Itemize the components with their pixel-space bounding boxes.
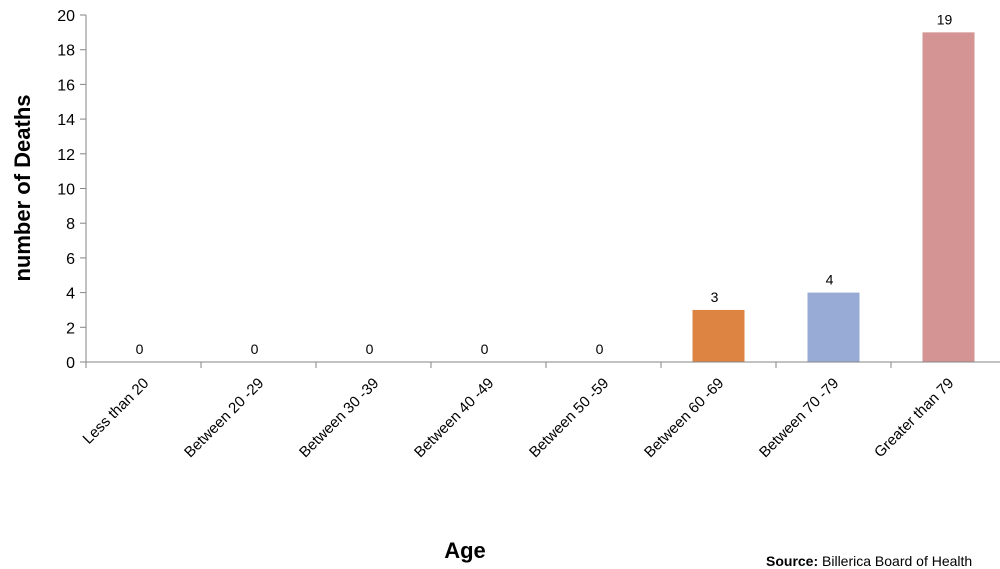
x-tick-label: Between 70 -79: [756, 375, 842, 461]
source-note: Source: Billerica Board of Health: [766, 553, 972, 569]
x-tick-label: Between 40 -49: [411, 375, 497, 461]
y-tick-label: 14: [57, 112, 75, 129]
y-axis-title: number of Deaths: [10, 94, 35, 281]
data-label: 0: [251, 341, 259, 357]
x-axis-ticks: Less than 20 Between 20 -29 Between 30 -39…: [80, 362, 957, 461]
bar: [807, 292, 860, 362]
y-tick-label: 12: [57, 147, 75, 164]
x-tick-label: Less than 20: [80, 375, 153, 448]
y-tick-label: 8: [66, 216, 75, 233]
y-axis-ticks: 0 2 4 6 8 10 12 14 16 18 20: [57, 8, 86, 372]
data-label: 0: [366, 341, 374, 357]
data-labels-group: 0 0 0 0 0 3 4 19: [136, 11, 953, 357]
source-label: Source:: [766, 553, 819, 569]
y-tick-label: 20: [57, 8, 75, 25]
data-label: 0: [596, 341, 604, 357]
source-text: Billerica Board of Health: [822, 553, 973, 569]
bar: [692, 309, 745, 362]
y-tick-label: 0: [66, 355, 75, 372]
y-tick-label: 16: [57, 77, 75, 94]
x-tick-label: Between 60 -69: [641, 375, 727, 461]
y-tick-label: 6: [66, 251, 75, 268]
bars-group: [692, 32, 975, 362]
bar: [922, 32, 975, 362]
x-tick-label: Between 30 -39: [296, 375, 382, 461]
y-tick-label: 2: [66, 320, 75, 337]
x-tick-label: Between 50 -59: [526, 375, 612, 461]
y-tick-label: 4: [66, 286, 75, 303]
data-label: 0: [481, 341, 489, 357]
x-axis-title: Age: [444, 538, 486, 563]
x-tick-label: Greater than 79: [871, 375, 957, 461]
data-label: 4: [826, 272, 834, 288]
data-label: 0: [136, 341, 144, 357]
y-tick-label: 10: [57, 182, 75, 199]
data-label: 19: [937, 11, 953, 27]
data-label: 3: [711, 289, 719, 305]
axes-group: [85, 15, 1000, 363]
y-tick-label: 18: [57, 43, 75, 60]
x-tick-label: Between 20 -29: [181, 375, 267, 461]
